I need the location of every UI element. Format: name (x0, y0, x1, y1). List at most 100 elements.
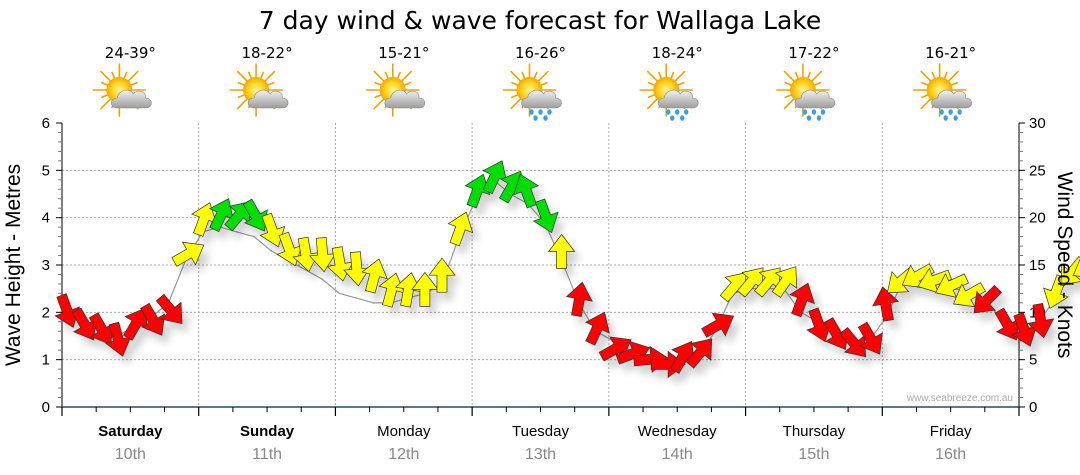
rain-drop (543, 115, 548, 121)
wind-arrow (857, 321, 883, 355)
wave-point (253, 235, 255, 238)
day-name-label: Wednesday (638, 423, 717, 440)
wind-arrow (54, 293, 81, 328)
day-name-label: Saturday (98, 423, 163, 440)
day-date-label: 16th (935, 446, 966, 463)
cloud (521, 89, 562, 109)
left-tick-label: 5 (42, 162, 50, 179)
day-name-label: Tuesday (512, 423, 569, 440)
cloud (247, 89, 289, 109)
wind-arrow (789, 282, 815, 318)
x-axis-day-labels: Saturday 10th Sunday 11th Monday 12th Tuesday 1… (98, 423, 972, 463)
left-tick-label: 3 (42, 257, 50, 274)
day-date-label: 14th (662, 446, 693, 463)
day-date-label: 15th (798, 446, 829, 463)
wind-arrows (54, 160, 1080, 379)
wave-point (321, 278, 324, 281)
day-date-label: 10th (115, 446, 146, 463)
chart-title: 7 day wind & wave forecast for Wallaga L… (259, 6, 822, 35)
cloud (111, 89, 152, 109)
sun-cloud-rain-icon (912, 63, 972, 121)
left-tick-label: 0 (42, 399, 50, 416)
wind-arrow (701, 312, 735, 338)
wave-point (236, 231, 238, 233)
day-date-label: 12th (388, 446, 419, 463)
y-axis-label-right: Wind Speed - Knots (1053, 172, 1076, 359)
left-tick-label: 4 (42, 210, 50, 227)
wind-arrow (565, 281, 593, 317)
rain-drop (948, 109, 953, 115)
rain-drop (811, 109, 817, 115)
cloud (384, 89, 426, 109)
rain-drop (670, 115, 675, 121)
cloud (931, 89, 972, 109)
sun-cloud-icon (92, 63, 152, 117)
rain-drop (684, 109, 689, 115)
day-temperature: 18-22° (242, 44, 293, 62)
day-header-group: 24-39° 18-22° 15-21° 16-26° 18-24° 17-22° 16-2… (92, 44, 976, 121)
left-tick-label: 2 (42, 304, 50, 321)
left-tick-label: 1 (42, 352, 50, 369)
rain-drop (957, 109, 962, 115)
day-name-label: Friday (930, 423, 972, 440)
wind-arrow (771, 266, 798, 298)
rain-drop (675, 109, 680, 115)
wind-arrow (242, 198, 268, 232)
wind-arrow (584, 311, 610, 346)
day-temperature: 16-21° (925, 44, 976, 62)
sun-cloud-rain-icon (502, 63, 562, 121)
wind-arrow (428, 257, 456, 293)
wind-arrow (513, 173, 540, 209)
right-tick-label: 15 (1029, 257, 1046, 274)
wind-arrow (685, 338, 713, 369)
wind-arrow (447, 211, 474, 247)
wind-arrow (411, 271, 439, 307)
right-tick-label: 5 (1029, 352, 1037, 369)
right-tick-label: 20 (1029, 210, 1046, 227)
rain-drop (820, 109, 826, 115)
rain-drop (806, 115, 812, 121)
wind-arrow (547, 233, 576, 269)
wave-point (270, 250, 272, 252)
day-temperature: 24-39° (105, 44, 156, 62)
wind-arrow (872, 286, 900, 322)
day-temperature: 18-24° (652, 44, 703, 62)
wind-arrow (140, 302, 166, 336)
wind-arrow (1060, 256, 1080, 287)
day-temperature: 15-21° (378, 44, 429, 62)
right-tick-label: 0 (1029, 399, 1037, 416)
wind-arrow (1027, 303, 1055, 339)
day-temperature: 16-26° (515, 44, 566, 62)
rain-drop (533, 115, 538, 121)
sun-cloud-icon (229, 63, 289, 117)
day-date-label: 11th (252, 446, 282, 463)
sun-cloud-icon (365, 63, 426, 117)
cloud (794, 89, 836, 109)
wind-arrow (973, 284, 1003, 314)
wind-arrow (259, 212, 286, 248)
rain-drop (547, 109, 552, 115)
wind-arrow (953, 282, 986, 308)
wind-arrow (464, 173, 491, 209)
grid-lines (62, 123, 1019, 407)
rain-drop (953, 115, 958, 121)
rain-drop (538, 109, 543, 115)
wave-point (372, 302, 375, 304)
day-name-label: Monday (377, 423, 431, 440)
rain-drop (680, 115, 685, 121)
wind-arrow (935, 273, 969, 298)
sun-cloud-rain-icon (776, 63, 836, 121)
wave-point (304, 268, 307, 271)
wave-point (355, 297, 358, 299)
watermark: www.seabreeze.com.au (906, 393, 1013, 404)
wind-arrow (361, 258, 388, 294)
rain-drop (939, 109, 944, 115)
wind-arrow (155, 293, 183, 325)
wind-arrow (171, 241, 205, 267)
rain-drop (666, 109, 671, 115)
y-axis-label-left: Wave Height - Metres (2, 164, 25, 366)
day-date-label: 13th (525, 446, 556, 463)
rain-drop (816, 115, 822, 121)
wind-arrow (532, 198, 559, 234)
